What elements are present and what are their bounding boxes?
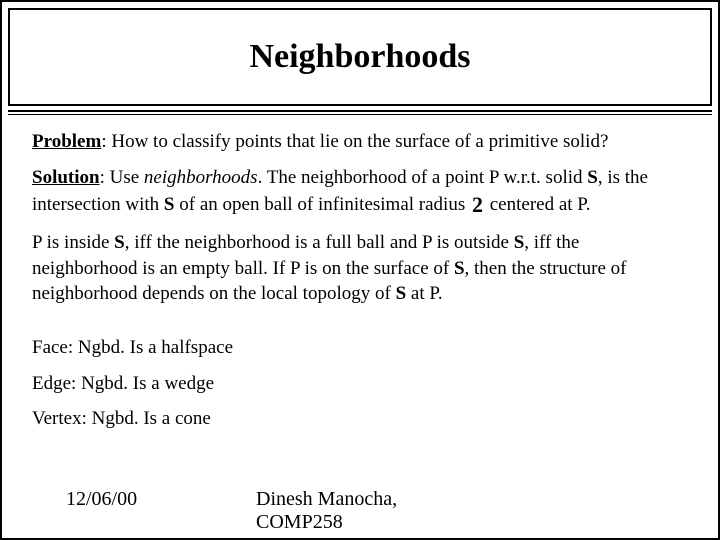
problem-label: Problem — [32, 131, 101, 152]
solid-sym-4: S — [514, 232, 525, 253]
solid-sym-1: S — [587, 167, 598, 188]
solution-post-1: . The neighborhood of a point P w.r.t. s… — [258, 167, 588, 188]
vertex-line: Vertex: Ngbd. Is a cone — [32, 406, 688, 432]
classification-para: P is inside S, iff the neighborhood is a… — [32, 230, 688, 307]
solution-term: neighborhoods — [144, 167, 258, 188]
footer-author-line2: COMP258 — [256, 511, 343, 533]
radius-symbol: 2 — [470, 192, 485, 217]
footer-author: Dinesh Manocha, COMP258 — [256, 488, 718, 534]
solid-sym-6: S — [396, 283, 407, 304]
slide-container: Neighborhoods Problem: How to classify p… — [0, 0, 720, 540]
edge-line: Edge: Ngbd. Is a wedge — [32, 371, 688, 397]
solution-para: Solution: Use neighborhoods. The neighbo… — [32, 165, 688, 220]
p3-5: at P. — [406, 283, 442, 304]
solution-pre: : Use — [100, 167, 144, 188]
footer-author-line1: Dinesh Manocha, — [256, 488, 397, 510]
p3-2: , iff the neighborhood is a full ball an… — [125, 232, 514, 253]
face-line: Face: Ngbd. Is a halfspace — [32, 335, 688, 361]
footer-date: 12/06/00 — [2, 488, 256, 534]
title-box: Neighborhoods — [8, 8, 712, 106]
problem-text: : How to classify points that lie on the… — [101, 131, 608, 152]
solid-sym-3: S — [114, 232, 125, 253]
solution-post-3: of an open ball of infinitesimal radius — [175, 194, 470, 215]
solution-post-4: centered at P. — [485, 194, 591, 215]
content-area: Problem: How to classify points that lie… — [2, 115, 718, 432]
problem-para: Problem: How to classify points that lie… — [32, 129, 688, 155]
slide-title: Neighborhoods — [249, 38, 470, 76]
solution-label: Solution — [32, 167, 100, 188]
p3-1: P is inside — [32, 232, 114, 253]
solid-sym-5: S — [454, 258, 465, 279]
solid-sym-2: S — [164, 194, 175, 215]
divider-thick — [8, 110, 712, 112]
footer: 12/06/00 Dinesh Manocha, COMP258 — [2, 488, 718, 534]
